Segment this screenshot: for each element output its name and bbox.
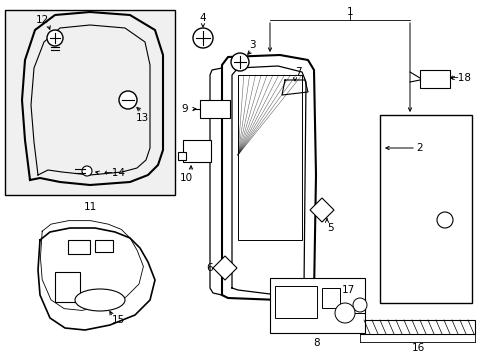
Circle shape (436, 212, 452, 228)
Bar (183, 140, 210, 162)
Text: 8: 8 (313, 338, 320, 348)
Bar (238, 75, 302, 240)
Text: 9: 9 (182, 104, 188, 114)
Text: 12: 12 (35, 15, 48, 25)
Circle shape (82, 166, 92, 176)
Text: 10: 10 (179, 173, 192, 183)
Ellipse shape (75, 289, 125, 311)
Text: 13: 13 (135, 113, 148, 123)
Circle shape (193, 28, 213, 48)
Bar (419, 70, 449, 88)
Text: 4: 4 (199, 13, 206, 23)
Text: 2: 2 (416, 143, 423, 153)
Polygon shape (309, 198, 333, 222)
Bar (269, 278, 364, 333)
Bar (379, 115, 471, 303)
Bar (55, 272, 80, 302)
Text: 17: 17 (341, 285, 354, 295)
Bar (68, 240, 90, 254)
Circle shape (119, 91, 137, 109)
Text: 3: 3 (248, 40, 255, 50)
Bar (274, 286, 316, 318)
Bar (5, 10, 175, 195)
Text: 16: 16 (410, 343, 424, 353)
Text: 6: 6 (206, 263, 213, 273)
Bar (359, 320, 474, 334)
Text: 1: 1 (346, 7, 353, 17)
Circle shape (47, 30, 63, 46)
Circle shape (334, 303, 354, 323)
Circle shape (230, 53, 248, 71)
Text: ←18: ←18 (448, 73, 470, 83)
Bar (321, 288, 339, 308)
Bar (200, 100, 229, 118)
Bar (178, 152, 185, 160)
Circle shape (352, 298, 366, 312)
Bar (95, 240, 113, 252)
Text: ←14: ←14 (104, 168, 126, 178)
Text: 15: 15 (111, 315, 124, 325)
Text: 5: 5 (326, 223, 333, 233)
Polygon shape (213, 256, 237, 280)
Text: 11: 11 (83, 202, 97, 212)
Text: 7: 7 (294, 67, 301, 77)
